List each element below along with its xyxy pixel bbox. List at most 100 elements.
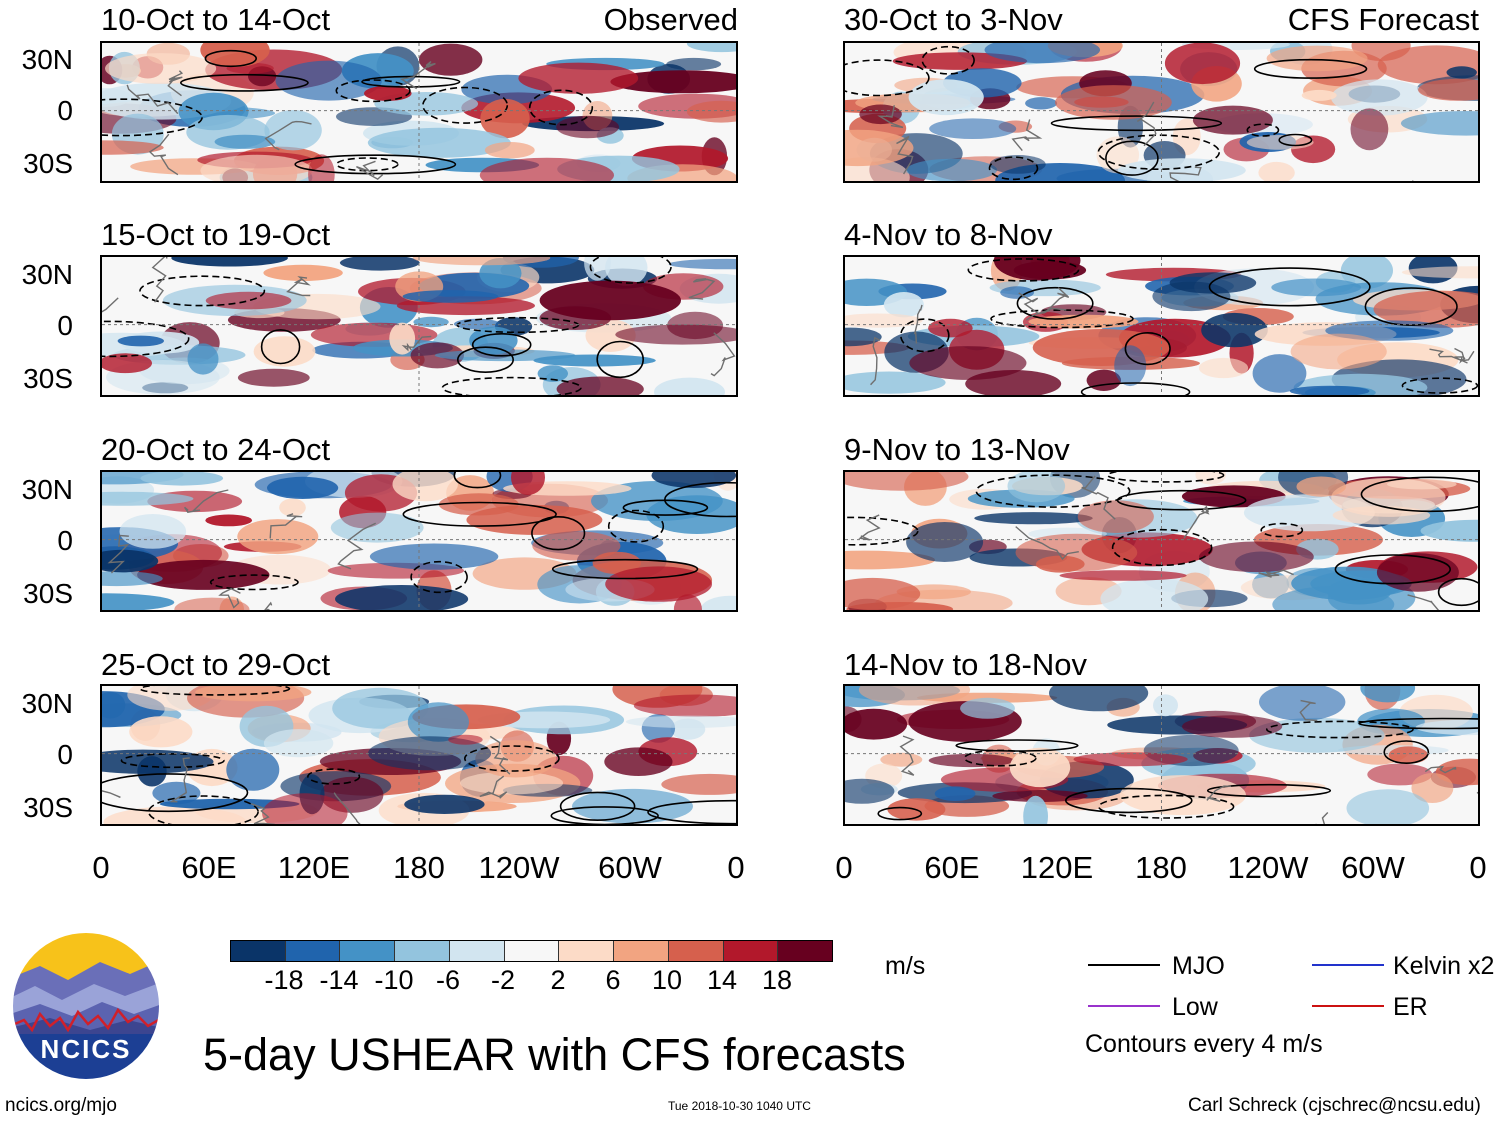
mjo-contour — [102, 320, 190, 358]
colorbar-swatch — [722, 941, 778, 961]
legend-label: Kelvin x2 — [1393, 952, 1495, 980]
lat-label-eq: 0 — [57, 525, 73, 556]
shear-anomaly-blob — [1400, 111, 1478, 136]
shear-anomaly-blob — [102, 571, 163, 587]
mjo-contour — [990, 309, 1134, 329]
legend-line-low — [1088, 1005, 1160, 1007]
coastline — [489, 735, 511, 775]
shear-anomaly-blob — [102, 549, 159, 573]
shear-anomaly-blob — [993, 257, 1081, 281]
mjo-contour — [307, 768, 361, 785]
shear-anomaly-blob — [845, 550, 935, 570]
mjo-contour — [967, 258, 1080, 282]
mjo-contour — [550, 806, 659, 824]
mjo-contour — [988, 156, 1039, 181]
mjo-contour — [589, 257, 672, 284]
coastline — [896, 135, 914, 175]
mjo-contour — [260, 329, 301, 365]
shear-anomaly-blob — [633, 694, 736, 717]
mjo-contour — [335, 79, 411, 103]
colorbar-tick: 2 — [550, 965, 566, 995]
lat-label-eq: 0 — [57, 739, 73, 770]
lon-label: 60E — [924, 850, 980, 885]
shear-anomaly-blob — [686, 43, 736, 53]
mjo-contour — [139, 686, 291, 696]
shear-anomaly-blob — [992, 790, 1088, 802]
shear-map — [100, 470, 738, 612]
colorbar-tick: -14 — [319, 965, 359, 995]
mjo-contour — [1265, 720, 1414, 739]
shear-anomaly-blob — [984, 43, 1101, 64]
shear-anomaly-blob — [845, 371, 946, 394]
shear-anomaly-blob — [1376, 553, 1459, 592]
shear-anomaly-blob — [585, 319, 636, 352]
coastline — [479, 775, 508, 799]
ncics-logo: NCICS — [10, 930, 162, 1082]
lon-label: 60W — [1341, 850, 1405, 885]
shear-map — [100, 255, 738, 397]
coastline — [401, 335, 432, 352]
map-canvas — [845, 686, 1478, 824]
shear-anomaly-blob — [263, 729, 334, 758]
lon-label: 60E — [181, 850, 237, 885]
shear-anomaly-blob — [1387, 479, 1457, 490]
shear-anomaly-blob — [686, 100, 736, 123]
shear-anomaly-blob — [845, 327, 882, 347]
mjo-contour — [456, 346, 514, 373]
lat-label-30n: 30N — [21, 44, 73, 75]
mjo-contour — [453, 472, 502, 489]
lat-label-30s: 30S — [23, 148, 73, 179]
mjo-contour — [335, 157, 399, 172]
shear-anomaly-blob — [335, 585, 469, 610]
shear-anomaly-blob — [883, 292, 924, 318]
shear-anomaly-blob — [1169, 272, 1257, 294]
lat-label-30n: 30N — [21, 688, 73, 719]
colorbar — [230, 940, 833, 962]
mjo-contour — [1050, 115, 1223, 132]
shear-anomaly-blob — [1388, 746, 1429, 764]
panel-title: 9-Nov to 13-Nov — [844, 432, 1070, 467]
shear-anomaly-blob — [615, 324, 736, 345]
mjo-contour — [1278, 133, 1313, 147]
panel-title: 30-Oct to 3-Nov — [844, 2, 1063, 37]
shear-anomaly-blob — [332, 687, 429, 729]
shear-anomaly-blob — [1198, 357, 1249, 379]
coastline — [102, 790, 121, 798]
shear-anomaly-blob — [845, 778, 895, 804]
shear-map — [100, 684, 738, 826]
shear-anomaly-blob — [480, 98, 530, 139]
map-canvas — [102, 257, 736, 395]
shear-anomaly-blob — [308, 154, 335, 181]
shear-anomaly-blob — [1289, 385, 1370, 395]
coastline — [1169, 166, 1202, 181]
colorbar-swatch — [613, 941, 668, 961]
shear-anomaly-blob — [205, 291, 292, 310]
shear-anomaly-blob — [610, 70, 736, 94]
shear-anomaly-blob — [1373, 290, 1478, 328]
contour-note: Contours every 4 m/s — [1085, 1030, 1323, 1058]
coastline — [1429, 348, 1475, 362]
mjo-contour — [921, 45, 975, 75]
coastline — [1018, 292, 1067, 315]
shear-anomaly-blob — [928, 318, 973, 338]
legend-line-kelvin — [1312, 964, 1384, 966]
lon-label: 180 — [393, 850, 445, 885]
shear-anomaly-blob — [537, 365, 568, 382]
coastline — [286, 276, 311, 297]
mjo-contour — [877, 806, 923, 821]
shear-map — [843, 255, 1480, 397]
shear-anomaly-blob — [460, 771, 564, 795]
colorbar-swatch — [777, 941, 833, 961]
shear-anomaly-blob — [654, 377, 725, 395]
shear-anomaly-blob — [117, 335, 164, 347]
shear-anomaly-blob — [906, 158, 998, 181]
coastline — [1206, 785, 1232, 803]
shear-map — [843, 470, 1480, 612]
coastline — [877, 105, 904, 129]
shear-anomaly-blob — [1271, 278, 1362, 297]
shear-anomaly-blob — [625, 715, 736, 728]
shear-anomaly-blob — [934, 786, 976, 801]
shear-anomaly-blob — [479, 258, 522, 289]
observed-label: Observed — [603, 2, 738, 37]
shear-anomaly-blob — [906, 522, 984, 562]
